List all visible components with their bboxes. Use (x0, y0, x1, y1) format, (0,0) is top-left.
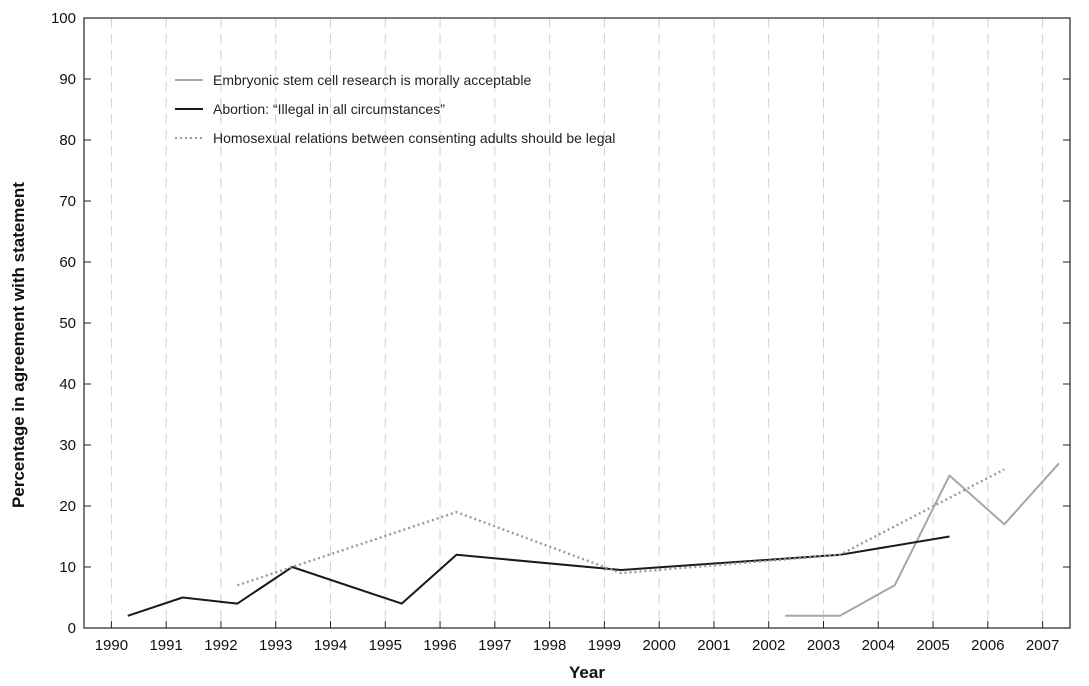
y-tick-label: 80 (59, 132, 76, 149)
y-tick-label: 40 (59, 376, 76, 393)
y-tick-label: 100 (51, 10, 76, 27)
series-3 (237, 468, 1005, 587)
y-tick-label: 30 (59, 437, 76, 454)
x-tick-label: 2005 (916, 637, 949, 654)
x-tick-label: 2004 (862, 637, 895, 654)
grid (110, 18, 1044, 628)
series-1 (785, 462, 1060, 617)
x-tick-label: 1994 (314, 637, 347, 654)
series-line (237, 468, 1005, 587)
y-tick-label: 90 (59, 71, 76, 88)
legend-label: Abortion: “Illegal in all circumstances” (213, 101, 445, 117)
series (127, 462, 1060, 617)
y-tick-label: 50 (59, 315, 76, 332)
x-tick-label: 2006 (971, 637, 1004, 654)
axes: 0 10 20 30 40 50 60 70 80 90 100 1990 1991 1992 1993 19… (51, 10, 1071, 654)
x-tick-label: 1995 (369, 637, 402, 654)
x-tick-label: 1999 (588, 637, 621, 654)
x-tick-label: 1996 (423, 637, 456, 654)
x-tick-label: 1992 (204, 637, 237, 654)
x-axis-title: Year (569, 663, 605, 682)
x-tick-label: 1998 (533, 637, 566, 654)
y-tick-label: 20 (59, 498, 76, 515)
x-tick-label: 2000 (642, 637, 675, 654)
x-tick-label: 1991 (149, 637, 182, 654)
x-tick-label: 2003 (807, 637, 840, 654)
y-axis-title: Percentage in agreement with statement (9, 182, 28, 508)
legend-label: Homosexual relations between consenting … (213, 130, 615, 146)
y-tick-label: 60 (59, 254, 76, 271)
x-tick-label: 1997 (478, 637, 511, 654)
y-tick-label: 10 (59, 559, 76, 576)
series-2 (127, 535, 950, 617)
series-line (785, 462, 1060, 617)
y-tick-label: 0 (68, 620, 76, 637)
y-tick-label: 70 (59, 193, 76, 210)
x-tick-label: 2007 (1026, 637, 1059, 654)
legend-label: Embryonic stem cell research is morally … (213, 72, 531, 88)
x-tick-label: 2001 (697, 637, 730, 654)
legend: Embryonic stem cell research is morally … (175, 72, 615, 146)
x-tick-label: 1990 (95, 637, 128, 654)
x-tick-label: 1993 (259, 637, 292, 654)
series-line (127, 535, 950, 617)
x-tick-label: 2002 (752, 637, 785, 654)
